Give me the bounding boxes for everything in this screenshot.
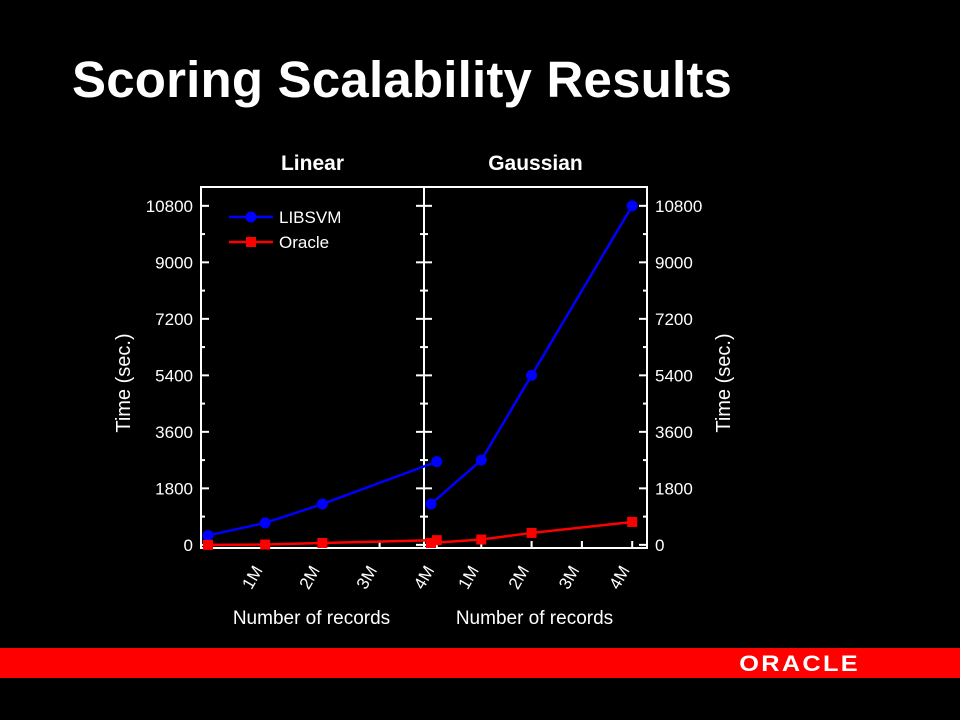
scalability-chart: Linear 0 1800 3600 5400 7200 9000 10800 1M 2M 3M 4M… (113, 152, 735, 629)
series-line-libsvm (430, 205, 634, 505)
data-point-oracle (203, 539, 213, 550)
x-axis-label: Number of records (233, 608, 390, 629)
y-tick-label: 3600 (655, 423, 693, 442)
data-point-libsvm (202, 529, 214, 541)
x-tick-label: 3M (353, 563, 381, 593)
data-point-oracle (426, 537, 436, 548)
y-tick-label: 7200 (655, 310, 693, 329)
x-tick-label: 1M (238, 563, 266, 593)
footer-bar: ORACLE (0, 648, 960, 678)
y-tick-label: 0 (655, 536, 664, 555)
data-point-libsvm (626, 200, 638, 212)
data-point-libsvm (259, 517, 271, 529)
data-point-oracle (317, 537, 328, 548)
x-tick-label: 1M (454, 563, 482, 593)
legend-label: LIBSVM (279, 208, 341, 227)
x-tick-label: 3M (555, 563, 583, 593)
y-tick-label: 5400 (155, 366, 193, 385)
y-tick-label: 1800 (655, 479, 693, 498)
series-line-oracle (430, 520, 633, 545)
panel-title: Linear (281, 152, 344, 175)
data-point-oracle (476, 534, 487, 545)
legend-label: Oracle (279, 233, 329, 252)
y-tick-label: 3600 (155, 423, 193, 442)
x-axis-label: Number of records (456, 608, 613, 629)
x-tick-label: 2M (296, 563, 324, 593)
series-line-oracle (207, 538, 437, 547)
legend-marker (246, 237, 256, 247)
x-tick-label: 2M (505, 563, 533, 593)
panel-title: Gaussian (488, 152, 583, 175)
data-point-libsvm (316, 498, 328, 510)
x-tick-label: 4M (410, 563, 438, 593)
y-axis-label: Time (sec.) (113, 333, 135, 432)
y-tick-label: 1800 (155, 479, 193, 498)
y-tick-label: 0 (184, 536, 193, 555)
y-tick-label: 7200 (155, 310, 193, 329)
data-point-libsvm (431, 456, 443, 468)
y-tick-label: 9000 (655, 253, 693, 272)
slide-title: Scoring Scalability Results (72, 51, 733, 108)
data-point-libsvm (475, 454, 487, 466)
data-point-oracle (260, 539, 271, 550)
y-axis-label: Time (sec.) (713, 333, 735, 432)
legend-marker (245, 211, 257, 223)
data-point-libsvm (526, 369, 538, 381)
data-point-oracle (627, 516, 638, 527)
oracle-logo: ORACLE (739, 651, 860, 676)
x-tick-label: 4M (605, 563, 633, 593)
data-point-libsvm (425, 498, 437, 510)
y-tick-label: 9000 (155, 253, 193, 272)
data-point-oracle (526, 527, 537, 538)
data-point-oracle (431, 535, 442, 546)
y-tick-label: 5400 (655, 366, 693, 385)
y-tick-label: 10800 (146, 197, 193, 216)
series-line-libsvm (207, 460, 438, 537)
y-tick-label: 10800 (655, 197, 702, 216)
